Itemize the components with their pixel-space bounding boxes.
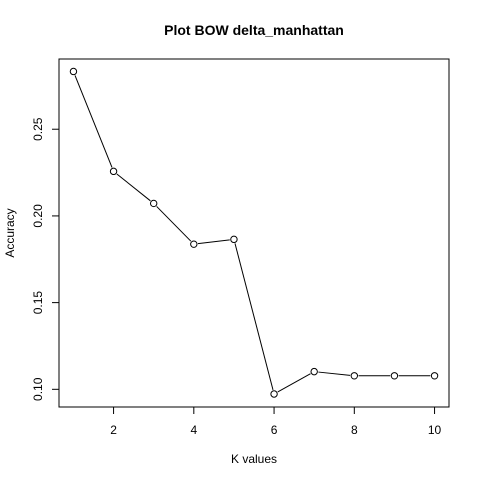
- series-layer: [69, 67, 439, 398]
- chart-title: Plot BOW delta_manhattan: [164, 22, 344, 38]
- y-axis-label: Accuracy: [3, 208, 17, 257]
- data-point: [430, 372, 439, 380]
- series-line-segment: [234, 243, 274, 391]
- data-point: [270, 390, 278, 398]
- x-tick-label: 2: [110, 423, 117, 437]
- y-tick-label: 0.25: [31, 117, 45, 141]
- x-tick-label: 10: [428, 423, 442, 437]
- data-point: [109, 167, 118, 176]
- series-line-segment: [156, 206, 192, 242]
- series-line-segment: [116, 173, 151, 202]
- x-tick-label: 6: [271, 423, 278, 437]
- data-point: [350, 372, 359, 380]
- data-point: [190, 240, 198, 248]
- series-line-segment: [197, 239, 230, 245]
- y-tick-label: 0.20: [31, 204, 45, 228]
- series-line-segment: [318, 371, 351, 376]
- data-point: [310, 367, 318, 376]
- data-point: [230, 235, 238, 244]
- x-tick-label: 8: [351, 423, 358, 437]
- series-line-segment: [74, 75, 113, 168]
- data-point: [69, 67, 78, 76]
- y-axis: 0.10 0.15 0.20 0.25: [31, 117, 59, 401]
- plot-box: [58, 58, 450, 408]
- x-axis-label: K values: [231, 452, 277, 466]
- x-tick-label: 4: [190, 423, 197, 437]
- y-tick-label: 0.15: [31, 291, 45, 315]
- series-line-segment: [277, 373, 311, 393]
- data-point: [390, 372, 399, 380]
- x-axis: 2 4 6 8 10: [110, 407, 442, 437]
- y-tick-label: 0.10: [31, 377, 45, 401]
- data-point: [149, 199, 158, 208]
